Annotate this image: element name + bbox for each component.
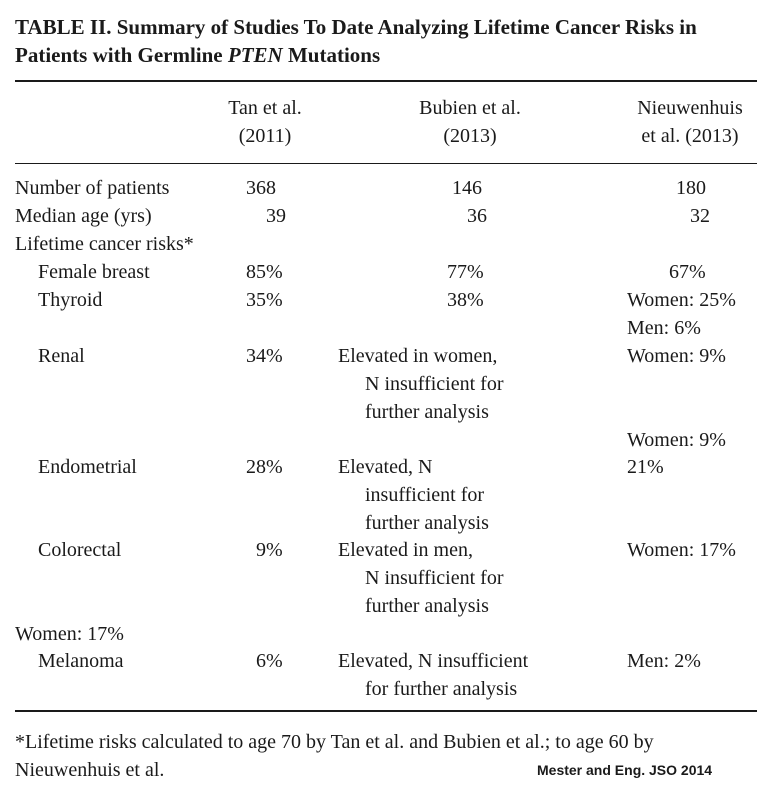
cell-tan-endometrial: 28% — [246, 456, 283, 478]
cell-bubien-age: 36 — [467, 205, 487, 227]
cell-nieu-melanoma: Men: 2% — [627, 650, 701, 672]
cell-bubien-renal-2: N insufficient for — [365, 373, 504, 395]
row-label-breast: Female breast — [38, 261, 150, 283]
cell-nieu-patients: 180 — [676, 177, 706, 199]
row-label-endometrial: Endometrial — [38, 456, 137, 478]
title-line-1: TABLE II. Summary of Studies To Date Ana… — [15, 15, 697, 39]
cell-nieu-thyroid-1: Women: 25% — [627, 289, 736, 311]
table-title: TABLE II. Summary of Studies To Date Ana… — [15, 13, 697, 41]
cell-bubien-patients: 146 — [452, 177, 482, 199]
cell-tan-melanoma: 6% — [256, 650, 283, 672]
cell-bubien-melanoma-2: for further analysis — [365, 678, 518, 700]
row-label-melanoma: Melanoma — [38, 650, 124, 672]
cell-bubien-colorectal-1: Elevated in men, — [338, 539, 473, 561]
cell-nieu-renal-2: Women: 9% — [627, 429, 726, 451]
cell-nieu-thyroid-2: Men: 6% — [627, 317, 701, 339]
gene-name: PTEN — [227, 43, 283, 67]
cell-bubien-melanoma-1: Elevated, N insufficient — [338, 650, 529, 672]
cell-bubien-endometrial-2: insufficient for — [365, 484, 485, 506]
cell-bubien-colorectal-3: further analysis — [365, 595, 489, 617]
cell-nieu-renal-1: Women: 9% — [627, 345, 726, 367]
top-rule — [15, 80, 757, 82]
row-label-colorectal: Colorectal — [38, 539, 122, 561]
cell-bubien-endometrial-3: further analysis — [365, 512, 489, 534]
cell-tan-patients: 368 — [246, 177, 276, 199]
cell-nieu-colorectal: Women: 17% — [627, 539, 736, 561]
cell-bubien-colorectal-2: N insufficient for — [365, 567, 504, 589]
table-title-line-2: Patients with Germline PTEN Mutations — [15, 43, 381, 67]
header-bubien: Bubien et al. (2013) — [419, 97, 521, 147]
source-credit: Mester and Eng. JSO 2014 — [537, 762, 713, 778]
stray-women-17: Women: 17% — [15, 623, 124, 645]
cell-bubien-endometrial-1: Elevated, N — [338, 456, 433, 478]
cell-bubien-thyroid: 38% — [447, 289, 484, 311]
cell-bubien-renal-1: Elevated in women, — [338, 345, 498, 367]
header-rule — [15, 163, 757, 164]
cell-tan-renal: 34% — [246, 345, 283, 367]
footnote-line-2: Nieuwenhuis et al. — [15, 759, 165, 781]
cell-nieu-breast: 67% — [669, 261, 706, 283]
header-tan: Tan et al. (2011) — [228, 97, 302, 147]
cell-tan-age: 39 — [266, 205, 286, 227]
cell-bubien-breast: 77% — [447, 261, 484, 283]
header-nieuwenhuis: Nieuwenhuis et al. (2013) — [637, 97, 743, 147]
cell-bubien-renal-3: further analysis — [365, 401, 489, 423]
cell-tan-thyroid: 35% — [246, 289, 283, 311]
footnote-line-1: *Lifetime risks calculated to age 70 by … — [15, 731, 654, 753]
cell-nieu-age: 32 — [690, 205, 710, 227]
row-label-patients: Number of patients — [15, 177, 170, 199]
cell-tan-breast: 85% — [246, 261, 283, 283]
bottom-rule — [15, 710, 757, 712]
row-label-renal: Renal — [38, 345, 85, 367]
row-label-age: Median age (yrs) — [15, 205, 152, 227]
cell-tan-colorectal: 9% — [256, 539, 283, 561]
row-label-thyroid: Thyroid — [38, 289, 103, 311]
section-heading-risks: Lifetime cancer risks* — [15, 233, 194, 255]
cell-nieu-endometrial: 21% — [627, 456, 664, 478]
